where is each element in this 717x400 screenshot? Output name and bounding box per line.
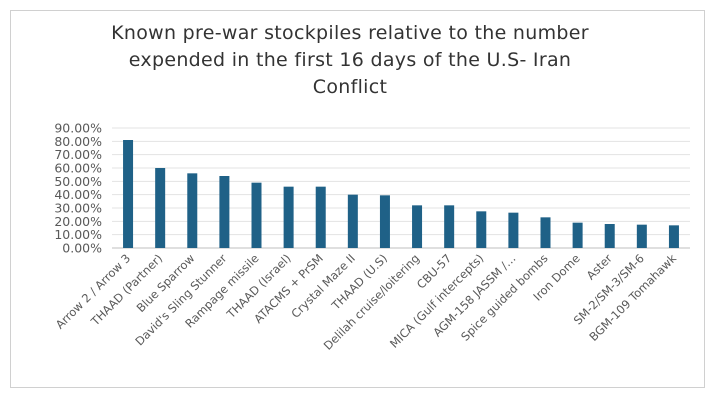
y-tick-label: 20.00% xyxy=(54,214,102,229)
bar xyxy=(283,186,294,248)
bar xyxy=(508,212,519,248)
bar xyxy=(187,173,198,248)
y-tick-label: 10.00% xyxy=(54,227,102,242)
bar xyxy=(636,224,647,248)
bar xyxy=(572,222,583,248)
bar xyxy=(123,140,134,248)
bar xyxy=(604,224,615,248)
y-tick-label: 70.00% xyxy=(54,147,102,162)
bar xyxy=(219,176,230,248)
bar xyxy=(540,217,551,248)
y-axis-ticks: 0.00%10.00%20.00%30.00%40.00%50.00%60.00… xyxy=(54,121,102,256)
y-tick-label: 50.00% xyxy=(54,174,102,189)
y-tick-label: 60.00% xyxy=(54,161,102,176)
bar xyxy=(412,205,423,248)
bars xyxy=(123,140,679,248)
bar xyxy=(379,195,390,248)
y-tick-label: 90.00% xyxy=(54,121,102,136)
y-tick-label: 0.00% xyxy=(62,241,102,256)
bar xyxy=(155,168,166,248)
chart-title: Known pre-war stockpiles relative to the… xyxy=(111,22,589,98)
y-tick-label: 30.00% xyxy=(54,201,102,216)
bar xyxy=(476,211,487,248)
bar xyxy=(251,182,262,248)
bar xyxy=(315,186,326,248)
bar xyxy=(668,225,679,248)
bar xyxy=(444,205,455,248)
y-tick-label: 40.00% xyxy=(54,187,102,202)
gridlines xyxy=(112,127,690,249)
y-tick-label: 80.00% xyxy=(54,134,102,149)
bar xyxy=(347,194,358,248)
